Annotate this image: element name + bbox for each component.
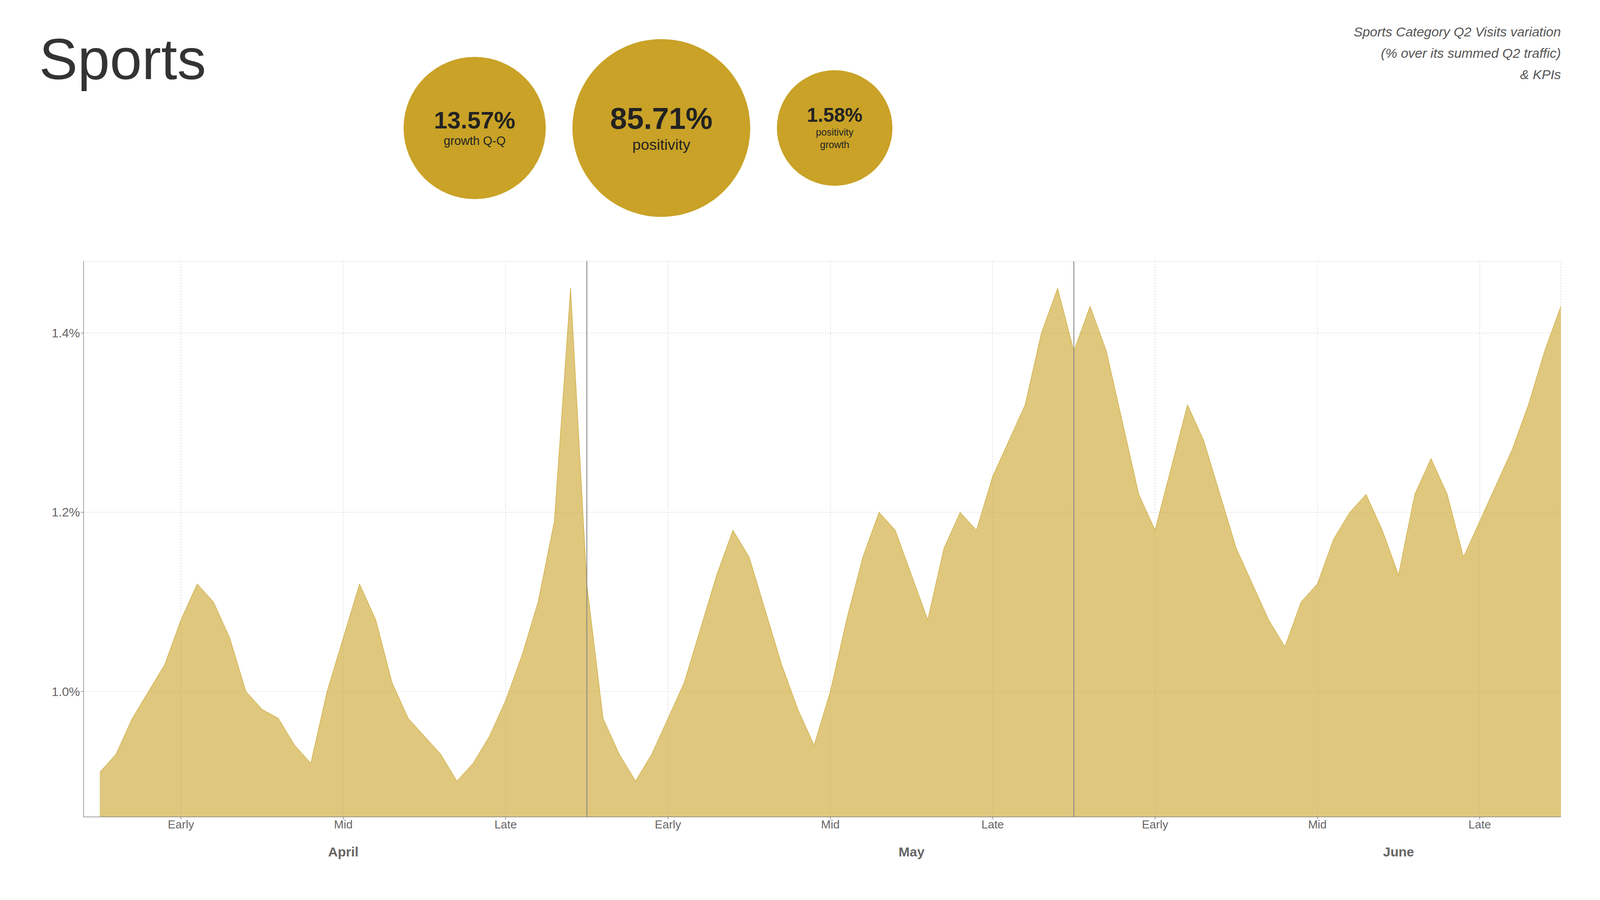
svg-text:1.4%: 1.4%	[51, 326, 80, 340]
html-text:1.58%: 1.58%	[806, 104, 863, 126]
html-text:85.71%: 85.71%	[610, 101, 713, 135]
html-text:13.57%: 13.57%	[433, 106, 516, 134]
svg-text:Mid: Mid	[1308, 817, 1327, 832]
svg-text:April: April	[328, 844, 359, 860]
svg-text:Late: Late	[1468, 817, 1492, 832]
svg-text:Early: Early	[168, 817, 195, 832]
html-text:(% over its summed Q2 traffic): (% over its summed Q2 traffic)	[1380, 45, 1561, 61]
svg-text:Late: Late	[494, 817, 517, 832]
svg-text:Mid: Mid	[333, 817, 353, 832]
svg-text:1.2%: 1.2%	[51, 505, 80, 520]
svg-text:May: May	[898, 844, 925, 860]
html-text:& KPIs: & KPIs	[1520, 67, 1561, 82]
html-text:Sports Category Q2 Visits vari: Sports Category Q2 Visits variation	[1353, 24, 1561, 40]
svg-text:1.0%: 1.0%	[51, 684, 80, 699]
html-text:Sports: Sports	[39, 26, 207, 92]
svg-text:Late: Late	[981, 817, 1004, 832]
html-text:positivity: positivity	[632, 136, 691, 154]
svg-text:Mid: Mid	[820, 817, 840, 832]
svg-text:Early: Early	[1141, 817, 1168, 832]
html-text:positivity: positivity	[815, 126, 854, 138]
svg-text:Early: Early	[654, 817, 681, 832]
svg-text:June: June	[1383, 844, 1415, 860]
html-text:growth: growth	[820, 139, 850, 151]
html-text:growth Q-Q: growth Q-Q	[443, 134, 506, 148]
